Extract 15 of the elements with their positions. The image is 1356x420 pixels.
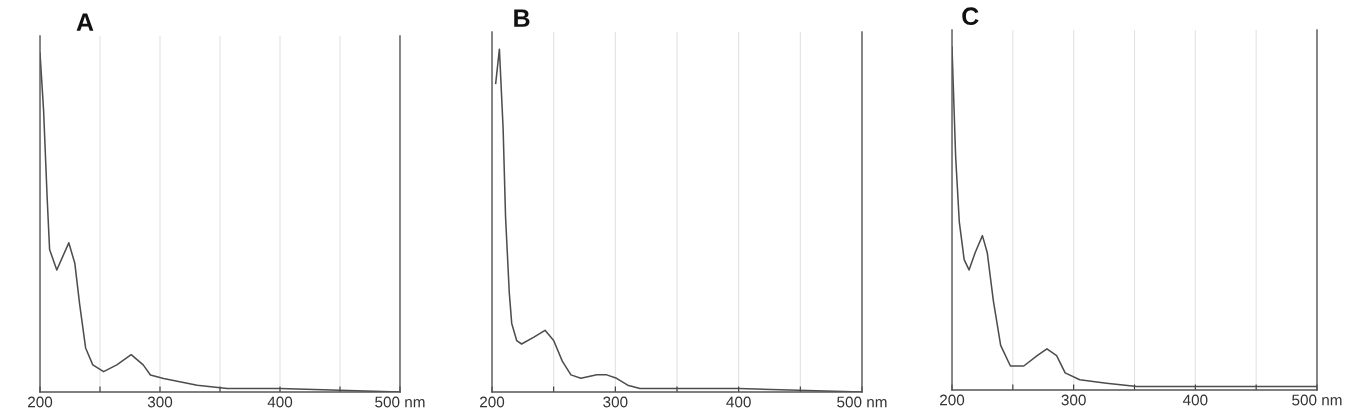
x-tick-label: 200 [940, 394, 965, 406]
x-tick-label: 500 nm [1292, 394, 1342, 406]
x-tick-label: 400 [267, 396, 293, 408]
x-tick-label: 400 [1182, 394, 1208, 406]
x-tick-label: 300 [603, 396, 628, 408]
chart-title: A [76, 13, 94, 31]
x-tick-label: 200 [480, 396, 505, 408]
x-tick-label: 300 [147, 396, 173, 408]
x-tick-label: 500 nm [837, 396, 887, 408]
x-tick-label: 400 [726, 396, 751, 408]
x-tick-label: 500 nm [375, 396, 425, 408]
x-tick-label: 300 [1061, 394, 1086, 406]
chart-title: C [962, 7, 979, 26]
chart-title: B [514, 9, 530, 27]
x-tick-label: 200 [28, 396, 53, 408]
